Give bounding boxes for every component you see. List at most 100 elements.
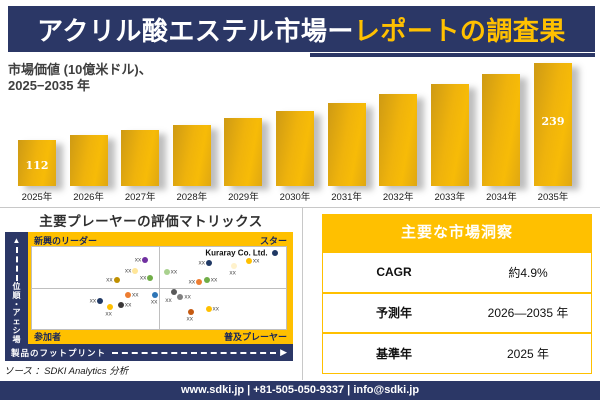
scatter-dot <box>163 268 170 275</box>
scatter-dot <box>177 293 184 300</box>
page-title-accent: レポートの調査果 <box>353 15 566 46</box>
y-axis-dashed-line <box>15 247 18 281</box>
page-title-main: アクリル酸エステル市場ー <box>37 15 354 46</box>
scatter-dot <box>206 260 213 267</box>
bar <box>121 130 160 186</box>
quadrant-label-top-left: 新興のリーダー <box>34 236 98 246</box>
scatter-dot <box>245 258 252 265</box>
table-row: 予測年 2026—2035 年 <box>323 294 591 334</box>
bar <box>172 124 211 186</box>
x-axis-tick-label: 2029年 <box>228 192 259 203</box>
table-row: 基準年 2025 年 <box>323 334 591 373</box>
x-axis-tick-label: 2026年 <box>73 192 104 203</box>
scatter-point-label: xx <box>124 301 132 309</box>
row-value: 2025 年 <box>507 346 550 361</box>
scatter-point-label: xx <box>105 310 112 318</box>
x-axis-tick-label: 2025年 <box>21 192 53 203</box>
matrix-frame: 新興のリーダー スター 参加者 普及プレーヤー xx xx xx xx xx xx xx xx… <box>28 232 293 344</box>
matrix-x-axis-band: 製品のフットプリント ▶ <box>5 344 293 361</box>
row-label: 基準年 <box>376 346 413 361</box>
scatter-dot <box>188 308 194 315</box>
row-label: CAGR <box>376 265 412 280</box>
scatter-dot <box>203 276 210 283</box>
x-axis-tick-label: 2031年 <box>331 192 362 203</box>
x-axis-tick-label: 2027年 <box>124 192 156 203</box>
scatter-point-label: xx <box>212 305 220 313</box>
scatter-point-name: Kuraray Co. Ltd. <box>205 248 268 258</box>
x-axis-tick-label: 2034年 <box>486 192 517 203</box>
insights-header: 主要な市場洞察 <box>322 214 592 252</box>
quadrant-divider-horizontal <box>32 288 286 289</box>
vertical-divider <box>302 207 303 380</box>
row-label: 予測年 <box>376 306 413 321</box>
scatter-plot: xx xx xx xx xx xx xx xx xx xx Kuraray Co. Ltd. xx xx… <box>31 246 287 330</box>
scatter-point-label: xx <box>210 276 218 284</box>
bar: 239 <box>534 63 572 186</box>
matrix-y-axis-band: ▲ 位順・アェシ場市 <box>5 232 28 361</box>
footer-contact-bar: www.sdki.jp | +81-505-050-9337 | info@sd… <box>0 381 600 400</box>
scatter-dot <box>170 289 177 296</box>
title-banner: アクリル酸エステル市場ー レポートの調査果 <box>8 6 595 52</box>
scatter-point-label: xx <box>229 269 236 277</box>
bar <box>482 73 521 186</box>
scatter-dot <box>271 250 278 257</box>
scatter-dot <box>125 292 131 299</box>
quadrant-label-top-right: スター <box>259 236 287 246</box>
scatter-dot <box>113 276 120 283</box>
scatter-dot <box>196 278 203 285</box>
matrix-title: 主要プレーヤーの評価マトリックス <box>39 214 263 229</box>
scatter-dot <box>142 256 149 263</box>
horizontal-divider <box>0 207 600 208</box>
bar-chart-subtitle-line1: 市場価値 (10億米ドル)、 <box>8 62 152 77</box>
scatter-dot <box>205 306 212 313</box>
bar-chart-subtitle: 市場価値 (10億米ドル)、 2025−2035 年 <box>8 62 152 94</box>
bar-value-label: 239 <box>541 115 565 128</box>
scatter-point-label: xx <box>89 297 97 305</box>
scatter-point-label: xx <box>132 291 139 299</box>
scatter-point-label: xx <box>186 315 193 323</box>
scatter-point-label: xx <box>150 298 158 306</box>
scatter-dot <box>147 275 154 282</box>
quadrant-label-bottom-left: 参加者 <box>34 332 62 342</box>
x-axis-tick-label: 2035年 <box>537 192 569 203</box>
scatter-dot <box>117 302 124 309</box>
bar-value-label: 112 <box>25 159 49 172</box>
x-axis-tick-label: 2032年 <box>382 192 414 203</box>
quadrant-label-bottom-right: 普及プレーヤー <box>223 332 287 342</box>
scatter-point-label: xx <box>188 278 196 286</box>
y-axis-label: 位順・アェシ場市 <box>12 282 21 352</box>
scatter-dot <box>230 263 237 270</box>
bar <box>276 110 314 186</box>
scatter-point-label: xx <box>184 293 191 301</box>
scatter-point-label: xx <box>170 268 178 276</box>
banner-accent-strip <box>310 53 595 57</box>
x-axis-dashed-line <box>112 351 277 354</box>
x-axis-tick-label: 2033年 <box>434 192 466 203</box>
x-axis-label: 製品のフットプリント <box>11 347 107 358</box>
bar: 112 <box>18 140 56 186</box>
scatter-dot <box>152 291 159 298</box>
bar-chart-subtitle-line2: 2025−2035 年 <box>8 78 91 93</box>
scatter-point-label: xx <box>165 297 172 305</box>
scatter-dot <box>97 297 104 304</box>
scatter-point-label: xx <box>252 257 260 265</box>
row-value: 2026—2035 年 <box>487 306 569 321</box>
y-axis-arrow-icon: ▲ <box>12 236 21 245</box>
scatter-point-label: xx <box>106 276 113 284</box>
bar <box>224 118 263 186</box>
table-row: CAGR 約4.9% <box>323 253 591 294</box>
scatter-point-label: xx <box>134 256 142 264</box>
x-axis-arrow-icon: ▶ <box>280 347 287 357</box>
scatter-dot <box>106 304 113 311</box>
bar <box>379 93 418 186</box>
bar-chart: 112 2025年 2026年 2027年 2028年 2029年 2030年 2031年 20… <box>18 63 572 203</box>
bar <box>327 103 366 186</box>
scatter-point-label: xx <box>139 274 147 282</box>
scatter-point-label: xx <box>124 267 132 275</box>
bar <box>69 134 108 186</box>
x-axis-tick-label: 2028年 <box>176 192 208 203</box>
bar <box>430 84 469 186</box>
source-note: ソース ：SDKI Analytics 分析 <box>4 366 129 377</box>
x-axis-tick-label: 2030年 <box>279 192 311 203</box>
